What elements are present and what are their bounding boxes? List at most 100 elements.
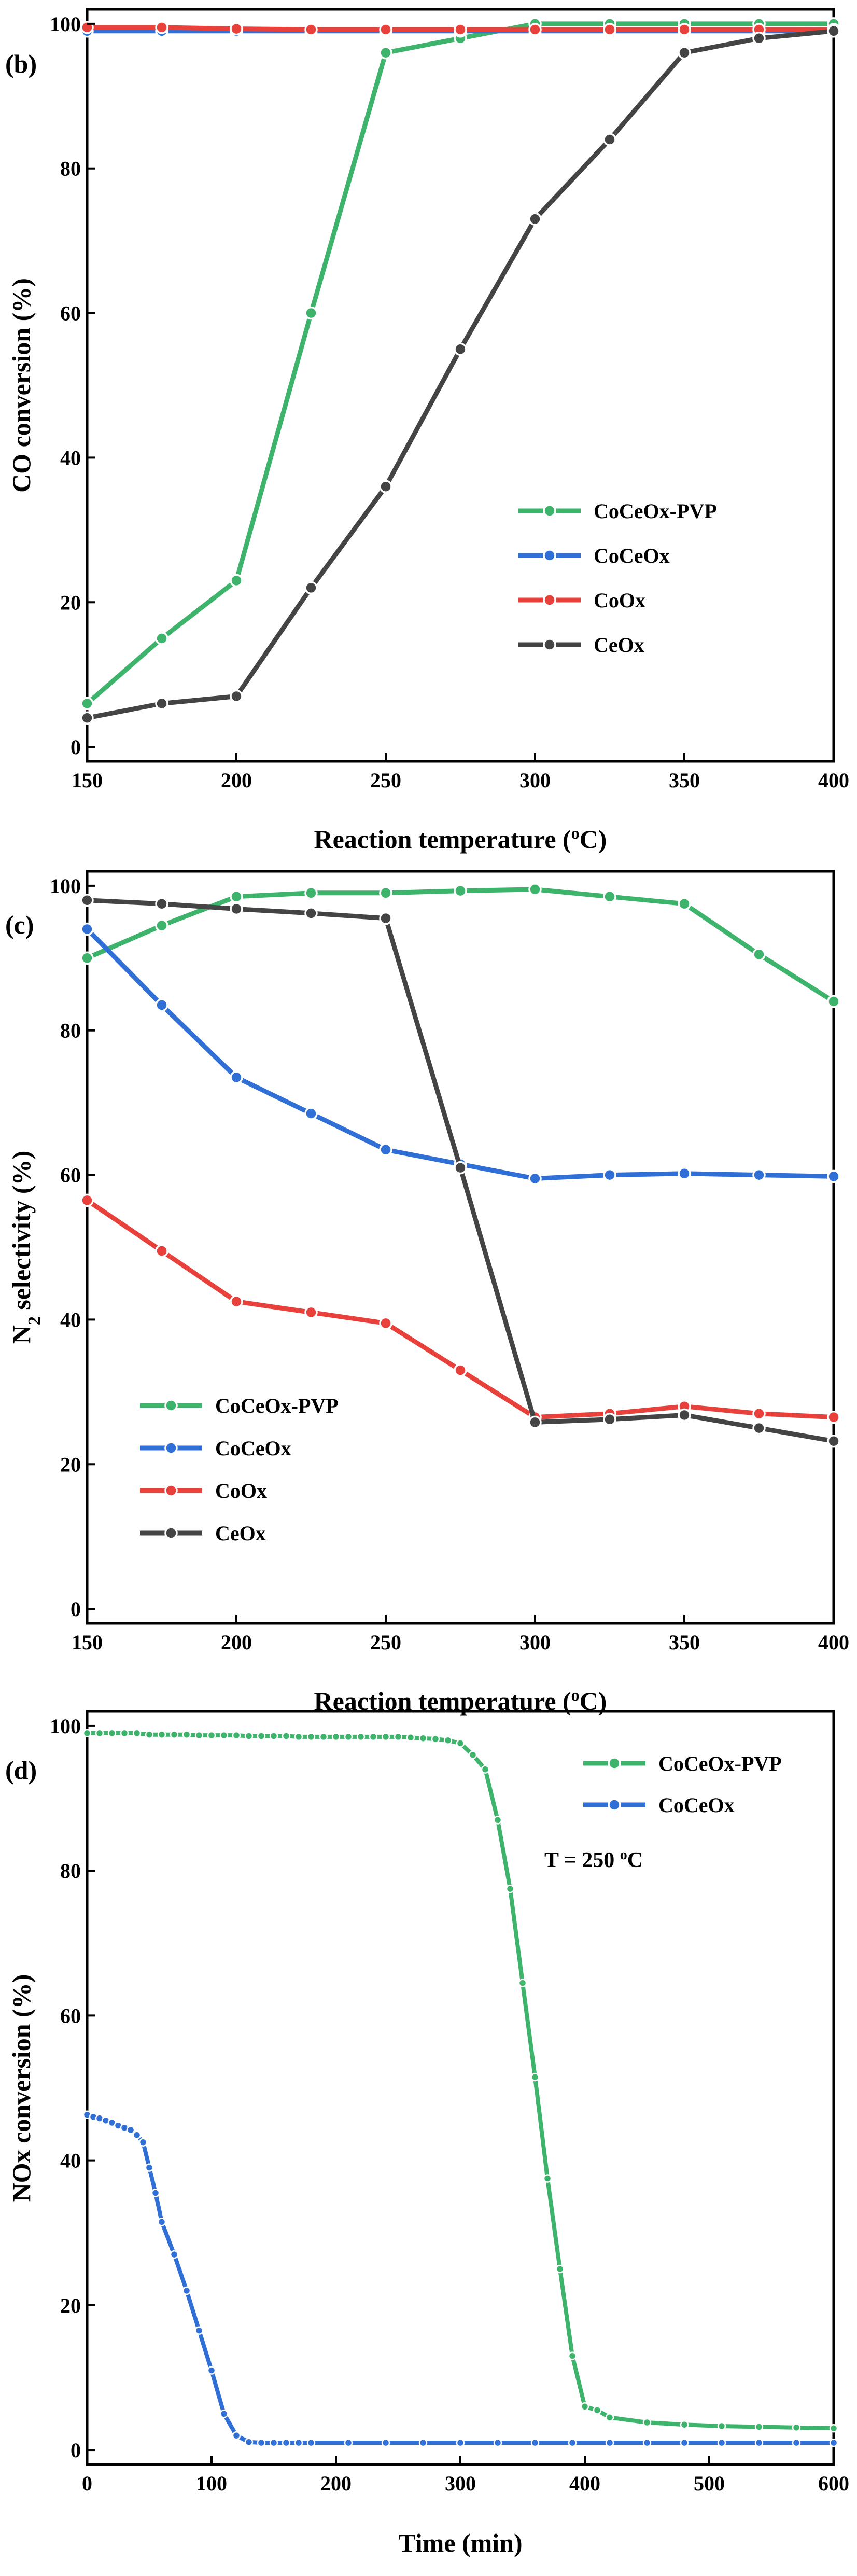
legend-ceox-marker xyxy=(164,1526,178,1540)
coceox-series-line xyxy=(85,927,834,1181)
coox-data-point xyxy=(827,1410,840,1424)
coceox-pvp-data-point xyxy=(406,1733,415,1742)
ceox-data-point xyxy=(528,1415,542,1429)
legend-coox-marker xyxy=(164,1484,178,1497)
ceox-data-point xyxy=(528,212,542,226)
coceox-pvp-data-point xyxy=(80,951,94,965)
x-tick-label: 150 xyxy=(72,1631,103,1654)
coceox-pvp-data-point xyxy=(379,46,392,60)
nox-conversion-chart: 0 100 200 300 400 500 600 0 20 40 60 80 100 (d) Time… xyxy=(5,1710,849,2557)
coceox-data-point xyxy=(207,2366,216,2375)
panel-label: (c) xyxy=(5,910,34,939)
coceox-pvp-data-point xyxy=(443,1736,453,1745)
coox-data-point xyxy=(155,21,168,34)
y-tick-label: 60 xyxy=(60,1164,81,1187)
coceox-series-line xyxy=(86,2112,834,2445)
coceox-data-point xyxy=(754,2438,764,2447)
coceox-data-point xyxy=(155,998,168,1012)
coceox-data-point xyxy=(642,2438,652,2447)
coceox-pvp-data-point xyxy=(132,1729,142,1738)
coceox-data-point xyxy=(752,1168,766,1182)
coox-series-line xyxy=(86,1198,834,1420)
coceox-pvp-data-point xyxy=(468,1750,477,1760)
coceox-pvp-data-point xyxy=(194,1731,204,1740)
plot-frame xyxy=(86,870,835,1625)
coceox-data-point xyxy=(379,1143,392,1157)
coceox-pvp-data-point xyxy=(269,1732,278,1740)
ceox-data-point xyxy=(678,46,691,60)
x-tick-label: 400 xyxy=(818,1631,849,1654)
coceox-data-point xyxy=(418,2438,428,2447)
x-tick-label: 200 xyxy=(221,769,252,792)
coceox-pvp-data-point xyxy=(207,1731,216,1740)
coceox-data-point xyxy=(244,2438,254,2446)
y-tick-label: 20 xyxy=(60,591,81,614)
x-axis-title-sup: o xyxy=(571,824,580,842)
legend-coceox-pvp-marker xyxy=(543,504,556,518)
coceox-pvp-data-point xyxy=(232,1731,241,1740)
coceox-pvp-data-point xyxy=(219,1731,229,1740)
y-tick-label: 100 xyxy=(50,1715,81,1738)
coceox-data-point xyxy=(603,1168,616,1182)
coceox-data-point xyxy=(219,2410,229,2418)
coceox-pvp-data-point xyxy=(431,1734,440,1744)
coceox-pvp-data-point xyxy=(505,1884,515,1893)
x-tick-label: 250 xyxy=(370,769,401,792)
x-tick-label: 200 xyxy=(320,2472,352,2495)
coceox-data-point xyxy=(269,2438,278,2447)
coceox-pvp-data-point xyxy=(120,1729,129,1738)
coceox-data-point xyxy=(680,2438,689,2447)
temperature-note-sup: o xyxy=(620,1847,627,1863)
data-series-layer xyxy=(82,1729,838,2447)
tick-layer: 150 200 250 300 350 400 0 20 40 60 80 100 xyxy=(50,12,849,792)
coceox-data-point xyxy=(829,2438,838,2447)
y-tick-label: 20 xyxy=(60,1453,81,1476)
temperature-note-main: T = 250 xyxy=(544,1848,620,1872)
coceox-pvp-data-point xyxy=(344,1732,353,1742)
legend-coceox-label: CoCeOx xyxy=(658,1793,735,1817)
y-tick-label: 0 xyxy=(71,735,81,759)
coceox-data-point xyxy=(151,2189,160,2197)
coceox-pvp-data-point xyxy=(155,918,168,932)
legend-ceox-label: CeOx xyxy=(215,1522,266,1545)
ceox-data-point xyxy=(454,1161,467,1175)
coceox-pvp-data-point xyxy=(155,632,168,645)
coceox-pvp-data-point xyxy=(244,1732,254,1740)
coceox-pvp-data-point xyxy=(642,2418,652,2427)
coceox-pvp-data-point xyxy=(356,1732,366,1742)
x-tick-label: 200 xyxy=(221,1631,252,1654)
coceox-data-point xyxy=(304,1107,318,1120)
coceox-pvp-data-point xyxy=(754,2422,764,2431)
legend-coceox-pvp-marker xyxy=(164,1399,178,1412)
legend-ceox-label: CeOx xyxy=(594,633,644,657)
coox-data-point xyxy=(304,23,318,36)
ceox-data-point xyxy=(379,911,392,925)
coceox-pvp-data-point xyxy=(294,1732,303,1742)
coceox-pvp-data-point xyxy=(493,1816,502,1825)
legend-coceox-pvp-label: CoCeOx-PVP xyxy=(215,1394,339,1417)
ceox-data-point xyxy=(379,480,392,493)
coceox-data-point xyxy=(717,2438,726,2447)
ceox-data-point xyxy=(155,897,168,911)
y-tick-label: 60 xyxy=(60,2004,81,2027)
legend: CoCeOx-PVP CoCeOx CoOx CeOx xyxy=(518,499,717,657)
temperature-note-end: C xyxy=(627,1848,643,1872)
coceox-pvp-data-point xyxy=(605,2413,614,2422)
ceox-data-point xyxy=(304,907,318,920)
coceox-pvp-data-point xyxy=(331,1732,341,1742)
x-tick-label: 600 xyxy=(818,2472,849,2495)
coceox-pvp-data-point xyxy=(182,1730,191,1739)
coceox-data-point xyxy=(138,2138,148,2147)
coceox-pvp-series-line xyxy=(86,21,834,705)
coceox-pvp-data-point xyxy=(680,2420,689,2429)
y-tick-label: 100 xyxy=(50,12,81,36)
temperature-note: T = 250 oC xyxy=(544,1847,643,1873)
coceox-pvp-data-point xyxy=(257,1732,266,1740)
y-axis-title: N2 selectivity (%) xyxy=(7,1151,44,1344)
panel-label: (b) xyxy=(5,49,37,78)
coceox-data-point xyxy=(194,2326,204,2335)
coox-data-point xyxy=(379,1316,392,1330)
coceox-data-point xyxy=(80,922,94,936)
